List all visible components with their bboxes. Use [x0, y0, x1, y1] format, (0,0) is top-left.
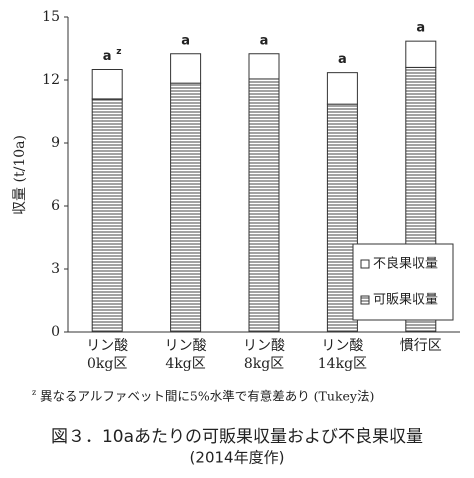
bar-segment	[326, 103, 358, 333]
x-tick-label: 14kg区	[318, 356, 367, 372]
x-tick-label: リン酸	[165, 338, 207, 354]
significance-letter: a	[181, 33, 190, 48]
bar-segment	[405, 40, 437, 68]
y-tick-label: 9	[51, 135, 60, 151]
x-tick-label: 慣行区	[400, 337, 442, 354]
y-tick-label: 0	[51, 324, 60, 340]
x-tick-label: 8kg区	[244, 356, 284, 372]
legend-swatch	[360, 259, 370, 269]
y-tick-label: 12	[42, 72, 60, 88]
footnote-marker: z	[32, 388, 36, 397]
legend-label: 可販果収量	[373, 293, 438, 308]
bar-segment	[91, 98, 123, 333]
significance-letter: a	[260, 33, 269, 48]
legend-swatch	[360, 295, 370, 305]
y-tick-label: 15	[42, 9, 60, 25]
x-tick-label: リン酸	[86, 338, 128, 354]
legend-label: 不良果収量	[373, 256, 438, 272]
x-tick-label: 4kg区	[165, 356, 205, 372]
significance-letter: a	[338, 52, 347, 67]
x-tick-label: 0kg区	[87, 356, 127, 372]
y-tick-label: 3	[51, 261, 60, 277]
bar-segment	[248, 78, 280, 333]
significance-letter: a	[416, 21, 425, 36]
y-axis-label: 収量 (t/10a)	[12, 135, 28, 215]
caption-sub: (2014年度作)	[190, 449, 285, 467]
x-tick-label: リン酸	[243, 338, 285, 354]
footnote: 異なるアルファベット間に5%水準で有意差あり (Tukey法)	[40, 389, 374, 404]
bar-segment	[326, 72, 358, 105]
caption: 図３．10aあたりの可販果収量および不良果収量	[51, 427, 423, 447]
significance-marker: z	[116, 47, 121, 57]
y-tick-label: 6	[51, 198, 60, 214]
bar-segment	[170, 82, 202, 333]
bar-segment	[170, 53, 202, 84]
x-tick-label: リン酸	[321, 338, 363, 354]
legend-box	[352, 243, 454, 321]
bar-segment	[248, 53, 280, 80]
bar-segment	[91, 69, 123, 100]
significance-letter: a	[103, 49, 112, 64]
